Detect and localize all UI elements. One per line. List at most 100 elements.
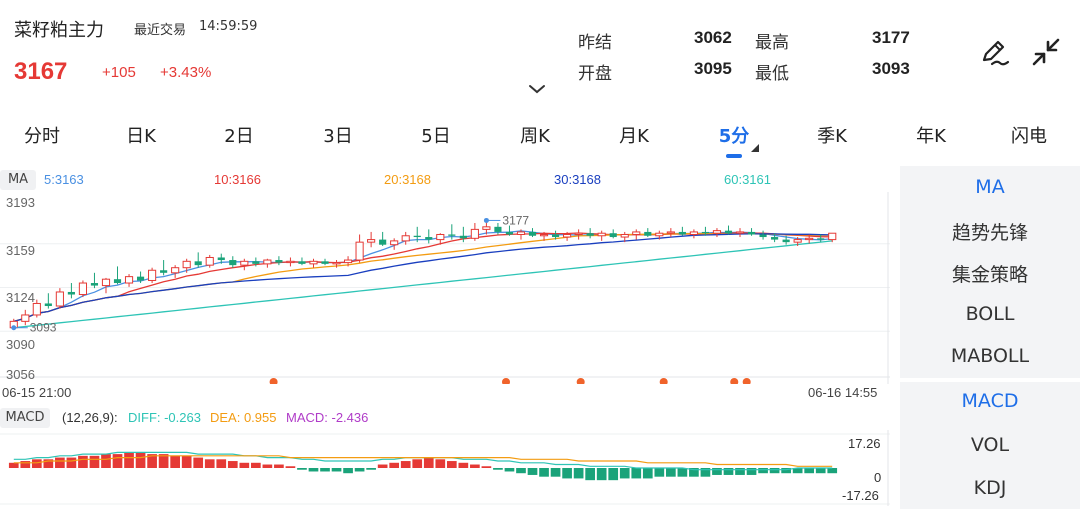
candle-body [828,232,837,241]
pen-icon[interactable] [978,36,1010,68]
macd-bar [112,454,123,468]
signal-dot [576,378,585,384]
candle-body [78,282,88,296]
macd-bar [804,468,815,474]
tab-weekly-k[interactable]: 周K [520,126,550,147]
macd-bar [354,468,365,472]
ma5-legend: 5:3163 [44,172,84,187]
ma-line [13,232,833,323]
indicator-gold-strategy[interactable]: 集金策略 [951,264,1028,286]
y-axis-label: 3124 [6,290,35,305]
candle-body [101,278,111,287]
macd-bar [562,468,572,479]
low-marker-label: 3093 [30,321,57,335]
macd-bar [204,459,215,468]
candle-body [817,238,825,240]
candle-body [644,231,652,236]
price-change: +105 [102,64,136,81]
macd-bar [423,457,434,468]
signal-dot [730,378,739,384]
candle-body [586,233,594,236]
candle-body [712,230,722,234]
indicator-kdj[interactable]: KDJ [973,477,1007,499]
signal-dots [269,378,751,384]
candle-body [632,231,641,235]
candle-body [136,276,145,281]
macd-grid [0,430,890,506]
macd-bar [723,468,734,475]
candle-body [44,303,52,307]
indicator-ma[interactable]: MA [975,176,1005,198]
macd-axis-top: 17.26 [848,436,881,451]
macd-chart[interactable] [0,430,890,506]
macd-bar [654,468,665,477]
macd-bar [377,464,388,468]
macd-bar [66,457,77,468]
sub-indicator-panel: MACD VOL KDJ [900,382,1080,509]
candle-body [298,261,306,264]
candle-body [678,231,686,235]
candle-body [539,233,549,237]
macd-axis-bottom: -17.26 [842,488,879,503]
indicator-trend-pioneer[interactable]: 趋势先锋 [951,222,1028,244]
macd-indicator-badge[interactable]: MACD [0,408,50,428]
macd-bar [262,464,273,468]
tab-5min[interactable]: 5分 [718,126,750,147]
indicator-macd[interactable]: MACD [961,390,1019,412]
macd-bar [792,468,803,474]
macd-bar [124,452,134,468]
macd-bar [619,468,630,479]
macd-bar [78,455,88,468]
candle-body [343,259,353,264]
macd-dea-value: DEA: 0.955 [210,410,277,425]
macd-bar [170,455,180,468]
price-grid [0,192,890,384]
tab-2day[interactable]: 2日 [224,126,254,147]
tab-quarterly-k[interactable]: 季K [817,126,847,147]
tab-monthly-k[interactable]: 月K [619,126,649,147]
macd-bar [193,457,204,468]
macd-bar [758,468,768,474]
candle-body [805,237,814,241]
macd-bar [585,468,595,481]
macd-bar [815,468,826,474]
low-label: 最低 [755,64,789,84]
macd-bar [712,468,722,475]
candle-body [724,230,733,234]
tab-daily-k[interactable]: 日K [126,126,156,147]
candle-body [470,228,479,239]
macd-bar [527,468,538,475]
active-tab-indicator [726,154,742,158]
dropdown-triangle-icon[interactable] [751,144,759,152]
candle-body [413,235,421,238]
current-price: 3167 [14,58,68,85]
macd-bar [458,462,469,468]
ma-indicator-badge[interactable]: MA [0,170,36,190]
macd-bar [239,462,250,468]
tab-flash[interactable]: 闪电 [1011,126,1047,147]
candle-body [701,231,710,234]
candle-body [505,231,514,235]
indicator-maboll[interactable]: MABOLL [950,345,1030,367]
tab-yearly-k[interactable]: 年K [916,126,946,147]
prev-settle-value: 3062 [694,28,732,47]
tab-3day[interactable]: 3日 [323,126,353,147]
macd-bar [135,452,146,468]
chevron-down-icon[interactable] [528,84,546,94]
macd-bar [608,468,619,481]
macd-bar [677,468,688,477]
macd-bar [181,455,192,468]
macd-histogram [8,452,838,481]
candle-body [563,233,572,238]
high-label: 最高 [755,33,789,53]
collapse-arrows-icon[interactable] [1030,36,1062,68]
tab-5day[interactable]: 5日 [421,126,451,147]
tab-fenshi[interactable]: 分时 [24,126,60,147]
indicator-vol[interactable]: VOL [970,434,1010,456]
indicator-boll[interactable]: BOLL [965,303,1015,325]
macd-bar [101,454,111,468]
macd-bar [147,454,157,468]
candlestick-chart[interactable]: 3177 3093 [0,192,890,384]
macd-dea-line [13,455,833,467]
candle-body [666,231,675,234]
